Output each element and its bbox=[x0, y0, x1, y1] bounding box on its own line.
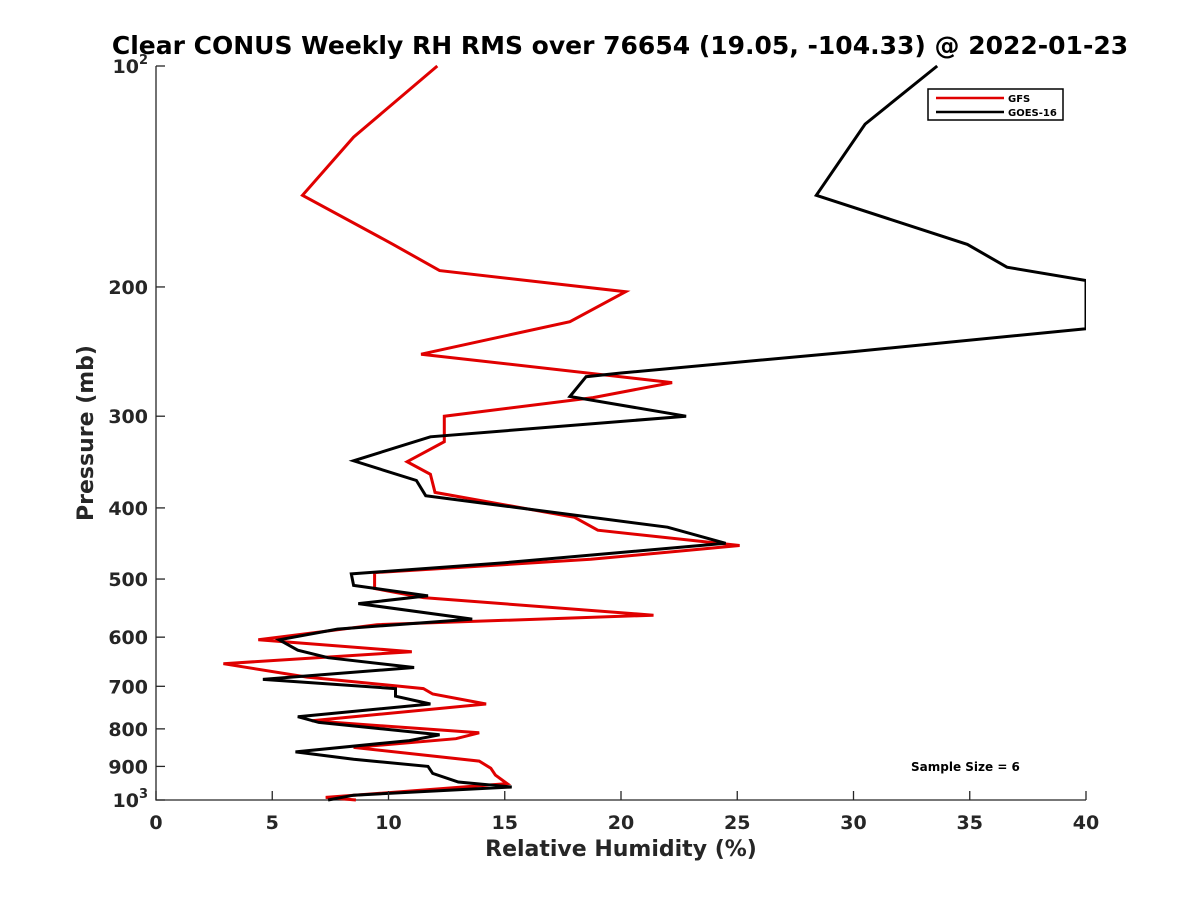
x-tick-label: 30 bbox=[840, 812, 866, 834]
y-tick-label: 400 bbox=[108, 498, 148, 520]
legend-box bbox=[927, 88, 1064, 121]
y-tick-label: 102 bbox=[113, 53, 149, 78]
x-axis-label: Relative Humidity (%) bbox=[485, 837, 757, 862]
series-line-goes-16 bbox=[262, 64, 1086, 802]
x-tick-label: 10 bbox=[375, 812, 401, 834]
x-tick-label: 0 bbox=[149, 812, 162, 834]
y-tick-label: 600 bbox=[108, 627, 148, 649]
x-tick-label: 25 bbox=[724, 812, 750, 834]
y-axis-label: Pressure (mb) bbox=[74, 345, 99, 521]
plot-frame bbox=[155, 66, 1086, 801]
series-layer bbox=[223, 64, 1086, 802]
y-tick-label: 800 bbox=[108, 719, 148, 741]
x-tick-label: 20 bbox=[608, 812, 634, 834]
x-tick-label: 15 bbox=[492, 812, 518, 834]
y-tick-label: 500 bbox=[108, 569, 148, 591]
y-tick-label: 103 bbox=[113, 787, 149, 812]
plot-area bbox=[155, 66, 1086, 801]
y-tick-label: 200 bbox=[108, 277, 148, 299]
chart-title: Clear CONUS Weekly RH RMS over 76654 (19… bbox=[112, 31, 1128, 60]
y-tick-label: 900 bbox=[108, 756, 148, 778]
y-axis-ticks: 102 200 300 400 500 600 700 800 900 103 bbox=[108, 53, 165, 812]
legend-label-gfs: GFS bbox=[1008, 94, 1030, 105]
y-tick-label: 700 bbox=[108, 676, 148, 698]
sample-size-annotation: Sample Size = 6 bbox=[911, 760, 1020, 774]
legend-label-goes-16: GOES-16 bbox=[1008, 108, 1057, 119]
y-tick-label: 300 bbox=[108, 406, 148, 428]
x-tick-label: 35 bbox=[957, 812, 983, 834]
x-tick-label: 5 bbox=[266, 812, 279, 834]
x-axis-ticks: 0 5 10 15 20 25 30 35 40 bbox=[149, 791, 1099, 834]
x-tick-label: 40 bbox=[1073, 812, 1099, 834]
legend: GFS GOES-16 bbox=[927, 88, 1064, 121]
